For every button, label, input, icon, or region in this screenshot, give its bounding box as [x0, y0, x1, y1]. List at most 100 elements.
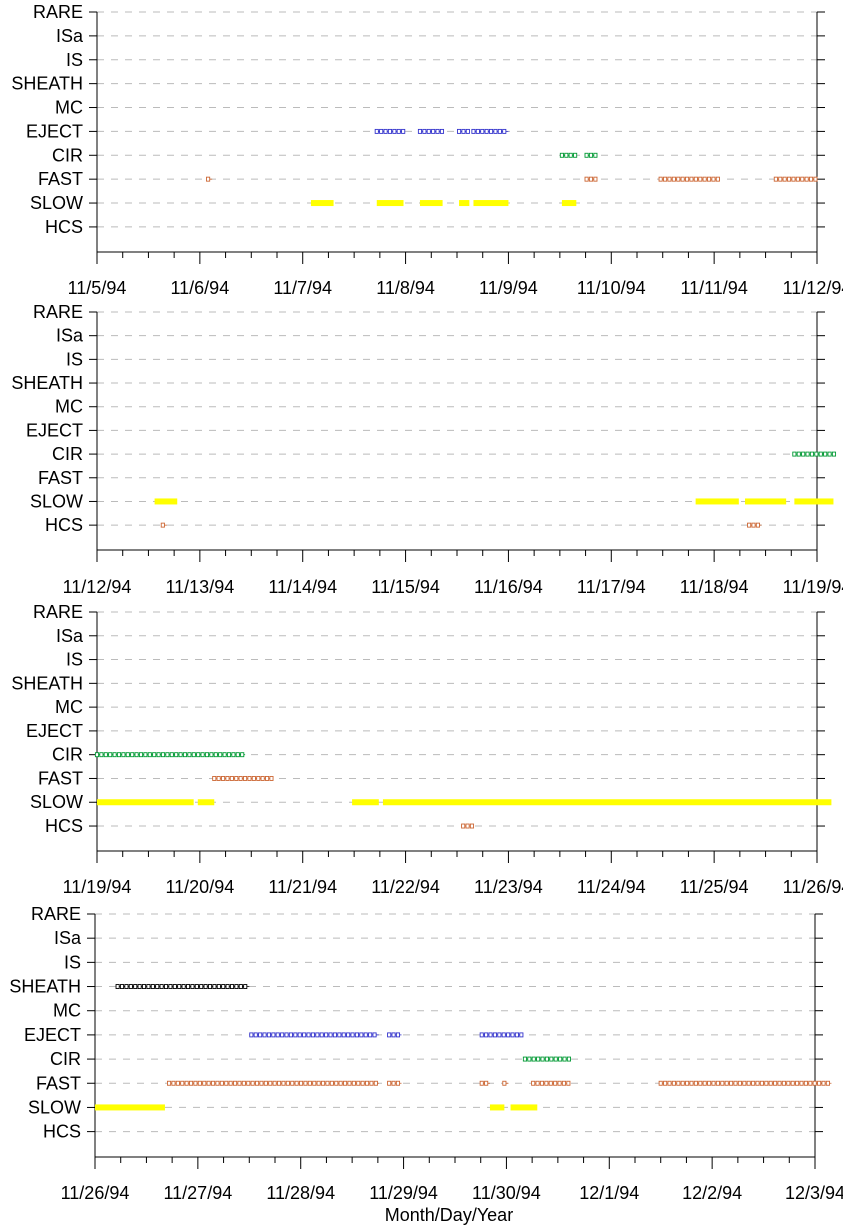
- interval-marker: [338, 1080, 343, 1086]
- interval-marker: [369, 1080, 374, 1086]
- interval-marker: [544, 1056, 549, 1062]
- interval-marker: [329, 1080, 334, 1086]
- interval-marker: [324, 1032, 329, 1038]
- interval-marker: [676, 1080, 681, 1086]
- y-label-cir: CIR: [52, 145, 83, 165]
- y-label-cir: CIR: [52, 444, 83, 464]
- slow-interval: [310, 200, 334, 207]
- interval-marker: [325, 1080, 330, 1086]
- interval-marker: [791, 176, 796, 182]
- y-label-eject: EJECT: [24, 1025, 81, 1045]
- interval-marker: [231, 752, 236, 758]
- interval-marker: [510, 1032, 515, 1038]
- interval-marker: [275, 1032, 280, 1038]
- interval-marker: [680, 176, 685, 182]
- interval-marker: [303, 1080, 308, 1086]
- interval-marker: [155, 984, 160, 989]
- eject-interval: [471, 128, 509, 134]
- interval-marker: [316, 1080, 321, 1086]
- slow-interval: [794, 498, 834, 505]
- interval-marker: [715, 176, 720, 182]
- interval-marker: [332, 1032, 337, 1038]
- interval-marker: [103, 752, 108, 758]
- interval-marker: [497, 1032, 502, 1038]
- interval-marker: [181, 984, 186, 989]
- interval-marker: [359, 1032, 364, 1038]
- y-label-hcs: HCS: [45, 816, 83, 836]
- interval-marker: [773, 176, 778, 182]
- interval-marker: [290, 1080, 295, 1086]
- interval-marker: [299, 1080, 304, 1086]
- interval-marker: [241, 1080, 246, 1086]
- interval-marker: [535, 1080, 540, 1086]
- interval-marker: [702, 176, 707, 182]
- interval-marker: [501, 1032, 506, 1038]
- interval-marker: [778, 176, 783, 182]
- slow-interval: [376, 200, 404, 207]
- interval-marker: [160, 522, 165, 528]
- interval-marker: [497, 128, 502, 134]
- x-tick-label: 11/12/94: [63, 577, 132, 597]
- y-label-sheath: SHEATH: [11, 74, 83, 94]
- interval-marker: [818, 451, 823, 457]
- interval-marker: [768, 1080, 773, 1086]
- interval-marker: [235, 752, 240, 758]
- interval-marker: [531, 1056, 536, 1062]
- interval-marker: [222, 752, 227, 758]
- interval-marker: [502, 1080, 507, 1086]
- interval-marker: [825, 1080, 830, 1086]
- interval-marker: [395, 1080, 401, 1086]
- y-label-is: IS: [66, 50, 83, 70]
- interval-marker: [343, 1080, 348, 1086]
- interval-marker: [212, 984, 217, 989]
- interval-marker: [119, 984, 125, 989]
- x-tick-label: 11/19/94: [63, 877, 132, 897]
- interval-marker: [315, 1032, 320, 1038]
- timeline-panel-2: RARE ISa IS SHEATH MC EJECT CIR FAST SLOW HCS 11/1…: [11, 302, 843, 597]
- interval-marker: [461, 823, 466, 829]
- interval-marker: [548, 1080, 553, 1086]
- interval-marker: [821, 1080, 826, 1086]
- interval-marker: [234, 776, 239, 781]
- cir-interval: [522, 1056, 571, 1062]
- interval-marker: [747, 522, 752, 528]
- interval-marker: [422, 128, 427, 134]
- interval-marker: [243, 984, 248, 989]
- interval-marker: [715, 1080, 720, 1086]
- y-label-mc: MC: [55, 697, 83, 717]
- interval-marker: [269, 776, 274, 781]
- x-tick-label: 11/9/94: [479, 278, 538, 298]
- interval-marker: [795, 1080, 800, 1086]
- interval-marker: [297, 1032, 302, 1038]
- interval-marker: [658, 1080, 663, 1086]
- interval-marker: [787, 176, 792, 182]
- interval-marker: [827, 451, 832, 457]
- interval-marker: [796, 451, 801, 457]
- x-tick-label: 11/11/94: [680, 278, 747, 298]
- interval-marker: [671, 176, 676, 182]
- interval-marker: [544, 1080, 549, 1086]
- interval-marker: [321, 1080, 326, 1086]
- x-tick-label: 11/10/94: [577, 278, 646, 298]
- interval-marker: [527, 1056, 532, 1062]
- fast-interval: [502, 1080, 509, 1086]
- interval-marker: [685, 1080, 690, 1086]
- interval-marker: [782, 176, 787, 182]
- interval-marker: [781, 1080, 786, 1086]
- interval-marker: [426, 128, 431, 134]
- interval-marker: [134, 752, 139, 758]
- interval-marker: [588, 152, 594, 158]
- slow-interval: [97, 799, 194, 806]
- y-label-mc: MC: [55, 98, 83, 118]
- interval-marker: [160, 752, 166, 758]
- interval-marker: [156, 752, 161, 758]
- x-tick-label: 11/26/94: [783, 877, 843, 897]
- interval-marker: [374, 128, 379, 134]
- interval-marker: [755, 522, 760, 528]
- interval-marker: [293, 1032, 298, 1038]
- interval-marker: [229, 984, 235, 989]
- interval-marker: [557, 1080, 562, 1086]
- interval-marker: [711, 1080, 716, 1086]
- x-tick-label: 11/6/94: [170, 278, 229, 298]
- interval-marker: [251, 776, 256, 781]
